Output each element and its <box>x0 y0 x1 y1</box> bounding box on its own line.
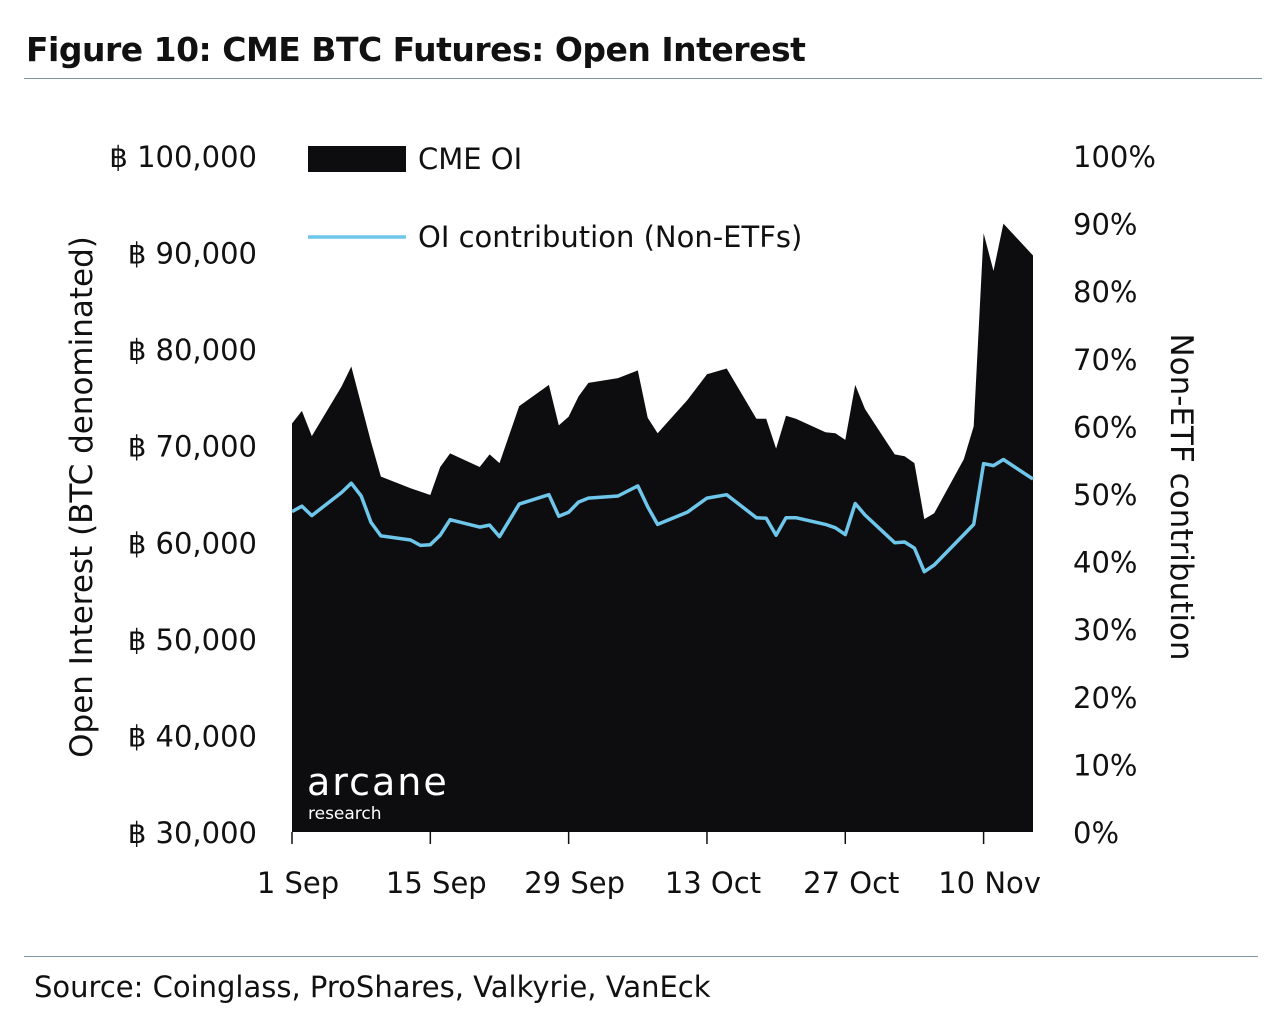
y-tick-right: 20% <box>1073 681 1137 715</box>
footer-divider <box>24 956 1258 957</box>
legend-label-area: CME OI <box>418 142 522 176</box>
y-tick-right: 40% <box>1073 546 1137 580</box>
y-axis-right: 0% 10% 20% 30% 40% 50% 60% 70% 80% 90% 100% <box>1073 140 1156 850</box>
open-interest-chart: ฿ 30,000 ฿ 40,000 ฿ 50,000 ฿ 60,000 ฿ 70,000… <box>64 140 1199 900</box>
source-note: Source: Coinglass, ProShares, Valkyrie, … <box>34 970 711 1004</box>
x-tick-label: 1 Sep <box>257 866 339 900</box>
y-tick-right: 30% <box>1073 613 1137 647</box>
y-axis-left: ฿ 30,000 ฿ 40,000 ฿ 50,000 ฿ 60,000 ฿ 70,000… <box>109 140 257 850</box>
x-tick-label: 15 Sep <box>386 866 487 900</box>
legend: CME OI OI contribution (Non-ETFs) <box>308 142 802 254</box>
series-line-non-etf <box>291 457 1034 574</box>
legend-label-line: OI contribution (Non-ETFs) <box>418 220 802 254</box>
page-title: Figure 10: CME BTC Futures: Open Interes… <box>26 30 806 69</box>
x-axis: 1 Sep 15 Sep 29 Sep 13 Oct 27 Oct 10 Nov <box>257 832 1041 900</box>
y-tick-left: ฿ 100,000 <box>109 140 257 174</box>
y-tick-right: 90% <box>1073 208 1137 242</box>
y-axis-title-right: Non-ETF contribution <box>1163 333 1199 660</box>
y-tick-right: 80% <box>1073 275 1137 309</box>
y-tick-left: ฿ 50,000 <box>128 623 257 657</box>
y-tick-left: ฿ 30,000 <box>128 816 257 850</box>
x-tick-label: 10 Nov <box>938 866 1041 900</box>
watermark-sub: research <box>308 804 382 824</box>
x-tick-label: 29 Sep <box>524 866 625 900</box>
legend-swatch-area <box>308 146 406 172</box>
title-divider <box>24 78 1262 79</box>
y-axis-title-left: Open Interest (BTC denominated) <box>64 236 100 758</box>
y-tick-left: ฿ 90,000 <box>128 237 257 271</box>
y-tick-right: 10% <box>1073 748 1137 782</box>
y-tick-left: ฿ 70,000 <box>128 430 257 464</box>
y-tick-left: ฿ 80,000 <box>128 333 257 367</box>
y-tick-right: 100% <box>1073 140 1156 174</box>
series-area-cme-oi <box>292 223 1033 833</box>
plot-area <box>291 223 1034 833</box>
y-tick-left: ฿ 40,000 <box>128 719 257 753</box>
watermark-brand: arcane <box>307 760 449 804</box>
y-tick-right: 60% <box>1073 410 1137 444</box>
watermark: arcane research <box>307 760 449 824</box>
y-tick-right: 70% <box>1073 343 1137 377</box>
y-tick-right: 0% <box>1073 816 1119 850</box>
x-tick-label: 13 Oct <box>665 866 761 900</box>
y-tick-right: 50% <box>1073 478 1137 512</box>
x-tick-label: 27 Oct <box>803 866 899 900</box>
y-tick-left: ฿ 60,000 <box>128 526 257 560</box>
